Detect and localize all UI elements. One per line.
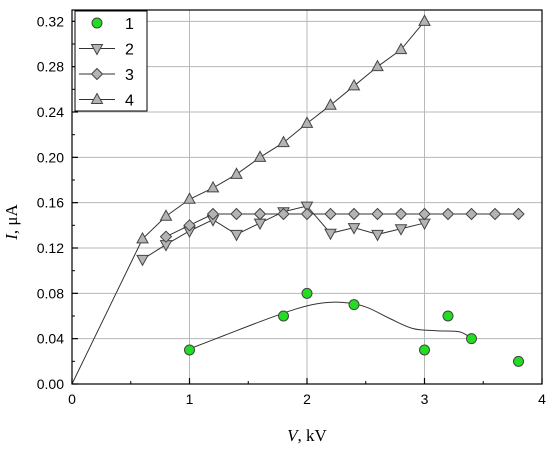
- x-tick-label: 3: [421, 391, 429, 407]
- series-1-point: [442, 310, 454, 322]
- series-1-point: [301, 287, 313, 299]
- x-tick-label: 0: [68, 391, 76, 407]
- series-4-point: [418, 14, 431, 26]
- y-tick-label: 0.12: [37, 240, 64, 256]
- series-3: [159, 207, 525, 243]
- series-3-point: [253, 207, 267, 221]
- y-tick-label: 0.04: [37, 331, 64, 347]
- series-1-point: [348, 299, 360, 311]
- series-4-point: [159, 209, 173, 221]
- series-3-point: [230, 207, 243, 221]
- series-3-point: [418, 207, 431, 221]
- x-axis-variable: V: [287, 426, 300, 445]
- y-axis-variable: I: [2, 233, 21, 241]
- y-axis-label: I, μA: [2, 204, 21, 241]
- series-4: [71, 14, 431, 385]
- y-tick-label: 0.28: [37, 59, 64, 75]
- series-2-point: [371, 229, 384, 242]
- legend-marker: [90, 92, 104, 104]
- series-4-point: [300, 116, 314, 128]
- series-2-point: [347, 223, 361, 235]
- series-4-point: [277, 135, 290, 148]
- series-3-line: [165, 213, 519, 238]
- series-2-point: [136, 254, 149, 267]
- legend-marker: [91, 17, 103, 29]
- series-4-point: [253, 150, 267, 162]
- series-1-point: [419, 344, 430, 356]
- y-tick-label: 0.16: [37, 195, 64, 211]
- x-tick-label: 4: [538, 391, 546, 407]
- x-tick-label: 2: [303, 391, 311, 407]
- series-2-point: [300, 201, 314, 214]
- series-4-point: [136, 231, 149, 244]
- series-4-point: [230, 167, 243, 179]
- series-3-point: [183, 219, 196, 232]
- y-tick-label: 0.00: [37, 376, 64, 392]
- legend-item-2: 2: [79, 42, 134, 59]
- series-4-point: [324, 98, 337, 110]
- series-3-point: [441, 207, 455, 221]
- series-3-point: [300, 207, 314, 221]
- legend: 1 2 3 4: [74, 10, 148, 112]
- series-4-point: [206, 180, 220, 193]
- series-3-point: [512, 207, 525, 221]
- series-3-point: [371, 207, 384, 221]
- legend-box: [74, 10, 148, 112]
- series-1-fit-curve: [189, 301, 472, 350]
- series-2-point: [324, 228, 337, 241]
- series-3-point: [206, 207, 220, 221]
- legend-label: 4: [125, 93, 134, 110]
- series-2-point: [394, 224, 408, 236]
- series-layer: [71, 14, 525, 385]
- series-3-point: [159, 230, 173, 243]
- legend-label: 1: [125, 16, 134, 33]
- series-4-point: [347, 78, 361, 91]
- series-3-point: [277, 207, 290, 221]
- series-3-point: [347, 207, 361, 221]
- y-tick-label: 0.24: [37, 104, 64, 120]
- axes: 0 1 2 3 4 0.00 0.04 0.08 0.12 0.16 0.20 0.24 0.28 0.3…: [37, 13, 546, 407]
- series-2-point: [230, 229, 243, 242]
- y-axis-unit: , μA: [2, 204, 21, 235]
- x-axis-label: V, kV: [287, 426, 327, 445]
- series-4-point: [371, 59, 384, 72]
- y-tick-label: 0.32: [37, 13, 64, 29]
- x-tick-label: 1: [186, 391, 194, 407]
- series-1-point: [466, 333, 477, 345]
- legend-label: 3: [125, 67, 134, 84]
- legend-item-3: 3: [79, 67, 134, 84]
- y-tick-label: 0.20: [37, 149, 64, 165]
- series-1-point: [184, 344, 195, 356]
- legend-marker: [90, 44, 104, 56]
- series-4-point: [394, 42, 408, 55]
- legend-marker: [90, 67, 104, 81]
- legend-item-4: 4: [79, 92, 134, 110]
- series-3-point: [324, 207, 337, 221]
- series-1: [184, 287, 524, 367]
- series-3-point: [488, 207, 502, 221]
- series-1-point: [513, 355, 524, 367]
- series-1-point: [278, 310, 289, 322]
- series-4-point: [183, 192, 196, 204]
- series-3-point: [465, 207, 478, 221]
- legend-item-1: 1: [91, 16, 134, 33]
- x-axis-unit: , kV: [298, 426, 328, 445]
- legend-label: 2: [125, 42, 134, 59]
- series-3-point: [394, 207, 408, 221]
- series-2-point: [253, 218, 267, 231]
- y-tick-label: 0.08: [37, 285, 64, 301]
